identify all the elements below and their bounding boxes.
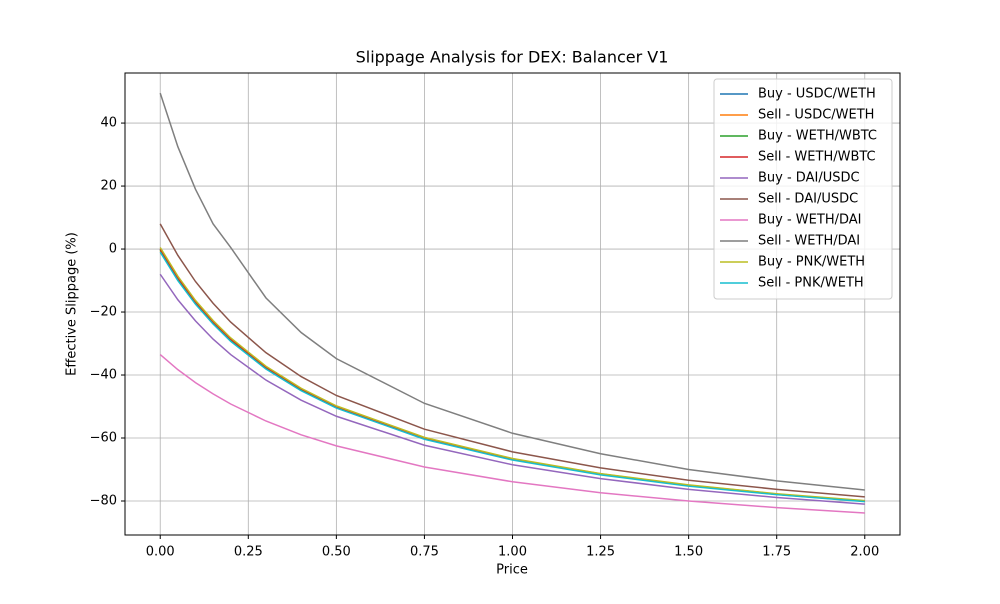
legend-label: Buy - PNK/WETH (758, 255, 865, 270)
x-tick-label: 1.25 (586, 545, 615, 560)
series-line (159, 247, 865, 502)
x-tick-label: 1.50 (674, 545, 703, 560)
legend-label: Sell - WETH/WBTC (758, 150, 876, 165)
legend-label: Sell - WETH/DAI (758, 234, 860, 249)
y-axis-label: Effective Slippage (%) (65, 232, 80, 376)
series-line (159, 251, 865, 503)
x-tick-label: 2.00 (850, 545, 879, 560)
x-tick-label: 0.00 (146, 545, 175, 560)
y-tick-label: −60 (90, 431, 117, 446)
y-tick-label: 20 (100, 179, 117, 194)
y-tick-label: 40 (100, 116, 117, 131)
chart-title: Slippage Analysis for DEX: Balancer V1 (356, 48, 669, 67)
x-axis-label: Price (496, 563, 528, 578)
y-tick-label: 0 (109, 242, 117, 257)
series-line (159, 273, 865, 505)
legend: Buy - USDC/WETH Sell - USDC/WETH Buy - WET… (713, 78, 893, 300)
x-tick-label: 0.25 (234, 545, 263, 560)
series-line (159, 92, 865, 491)
series-line (159, 353, 865, 514)
legend-label: Sell - DAI/USDC (758, 192, 858, 207)
legend-label: Buy - USDC/WETH (758, 87, 876, 102)
x-tick-label: 1.00 (498, 545, 527, 560)
x-tick-label: 0.50 (322, 545, 351, 560)
legend-label: Buy - DAI/USDC (758, 171, 860, 186)
plot-frame (124, 72, 901, 536)
legend-label: Buy - WETH/DAI (758, 213, 861, 228)
legend-label: Sell - PNK/WETH (758, 276, 864, 291)
y-tick-label: −80 (90, 493, 117, 508)
y-tick-label: −20 (90, 305, 117, 320)
legend-box (713, 78, 893, 300)
y-tick-label: −40 (90, 368, 117, 383)
legend-label: Buy - WETH/WBTC (758, 129, 877, 144)
x-tick-label: 1.75 (762, 545, 791, 560)
x-tick-label: 0.75 (410, 545, 439, 560)
legend-label: Sell - USDC/WETH (758, 108, 874, 123)
series-line (159, 223, 865, 498)
